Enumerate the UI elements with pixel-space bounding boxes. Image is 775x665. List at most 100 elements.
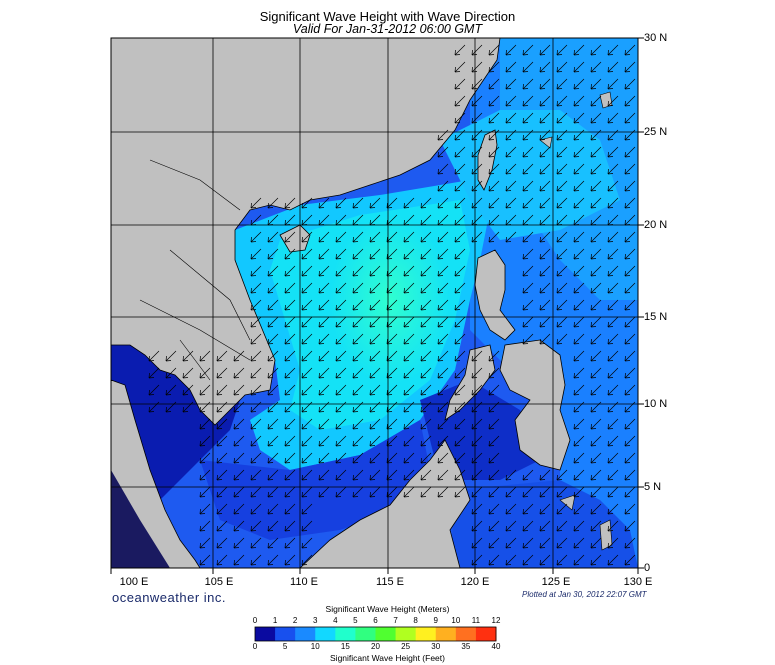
colorbar-feet-tick: 40 [491, 642, 501, 651]
wave-arrow [352, 197, 364, 209]
wave-arrow [590, 61, 602, 73]
wave-arrow [556, 503, 568, 515]
wave-arrow [420, 231, 432, 243]
wave-arrow [148, 367, 160, 379]
lat-label-30n: 30 N [644, 32, 668, 44]
wave-arrow [590, 367, 602, 379]
wave-arrow [437, 146, 449, 158]
wave-arrow [199, 452, 211, 464]
wave-arrow [556, 146, 568, 158]
taiwan [477, 129, 498, 191]
wave-arrow [216, 384, 228, 396]
wave-arrow [284, 248, 296, 260]
wave-arrow [624, 299, 636, 311]
wave-arrow [437, 418, 449, 430]
wave-arrow [522, 112, 534, 124]
lat-label-10n: 10 N [644, 398, 668, 410]
wave-arrow [369, 282, 381, 294]
wave-arrow [318, 231, 330, 243]
lon-label-100e: 100 E [119, 576, 149, 588]
wave-arrow [267, 282, 279, 294]
wave-arrow [573, 520, 585, 532]
wave-arrow [420, 350, 432, 362]
wave-arrow [403, 350, 415, 362]
wave-arrow [318, 282, 330, 294]
wave-arrow [471, 163, 483, 175]
wave-arrow [539, 299, 551, 311]
wave-arrow [471, 384, 483, 396]
wave-arrow [250, 197, 262, 209]
wave-arrow [267, 520, 279, 532]
wave-arrow [607, 265, 619, 277]
wave-arrow [607, 333, 619, 345]
wave-arrow [607, 435, 619, 447]
wave-arrow [437, 231, 449, 243]
wave-arrow [590, 486, 602, 498]
wave-arrow [437, 384, 449, 396]
wave-arrow [573, 537, 585, 549]
wave-arrow [403, 316, 415, 328]
wave-arrow [607, 146, 619, 158]
wave-arrow [624, 61, 636, 73]
wave-arrow [335, 248, 347, 260]
colorbar-feet-tick: 20 [371, 642, 380, 651]
wave-arrow [624, 452, 636, 464]
wave-arrow [318, 316, 330, 328]
wave-arrow [522, 44, 534, 56]
wave-arrow [624, 163, 636, 175]
wave-arrow [607, 367, 619, 379]
wave-arrow [352, 452, 364, 464]
wave-arrow [199, 435, 211, 447]
wave-arrow [471, 146, 483, 158]
wave-arrow [284, 265, 296, 277]
wave-arrow [539, 146, 551, 158]
wave-arrow [556, 95, 568, 107]
wave-arrow [505, 61, 517, 73]
wave-arrow [369, 486, 381, 498]
wave-arrow [369, 231, 381, 243]
wave-arrow [573, 554, 585, 566]
colorbar-meter-tick: 7 [393, 616, 398, 625]
wave-arrow [301, 299, 313, 311]
wave-arrow [590, 299, 602, 311]
country-borders [139, 159, 251, 381]
wave-arrow [233, 469, 245, 481]
wave-arrow [318, 299, 330, 311]
colorbar-swatch [275, 627, 296, 641]
wave-arrow [437, 163, 449, 175]
wave-arrow [454, 350, 466, 362]
wave-arrow [335, 384, 347, 396]
wave-arrow [301, 333, 313, 345]
wave-arrow [233, 452, 245, 464]
wave-arrow [454, 418, 466, 430]
wave-arrow [556, 163, 568, 175]
wave-arrow [522, 333, 534, 345]
wave-arrow [607, 95, 619, 107]
colorbar-swatch [335, 627, 356, 641]
wave-arrow [216, 554, 228, 566]
wave-arrow [488, 537, 500, 549]
wave-arrow [369, 197, 381, 209]
lon-label-125e: 125 E [541, 576, 571, 588]
lat-label-5n: 5 N [644, 481, 662, 493]
wave-arrow [420, 248, 432, 260]
wave-arrow [267, 503, 279, 515]
wave-arrow [284, 231, 296, 243]
wave-arrow [471, 180, 483, 192]
wave-arrow [318, 486, 330, 498]
wave-arrow [165, 367, 177, 379]
wave-arrow [199, 554, 211, 566]
wave-arrow [454, 112, 466, 124]
wave-arrow [573, 282, 585, 294]
wave-arrow [573, 435, 585, 447]
wave-arrow [233, 418, 245, 430]
wave-arrow [590, 435, 602, 447]
wave-arrow [488, 146, 500, 158]
colorbar-feet-tick: 25 [401, 642, 411, 651]
wave-arrow [607, 231, 619, 243]
wave-arrow [284, 384, 296, 396]
wave-arrow [352, 486, 364, 498]
wave-arrow [199, 350, 211, 362]
lat-label-25n: 25 N [644, 126, 668, 138]
